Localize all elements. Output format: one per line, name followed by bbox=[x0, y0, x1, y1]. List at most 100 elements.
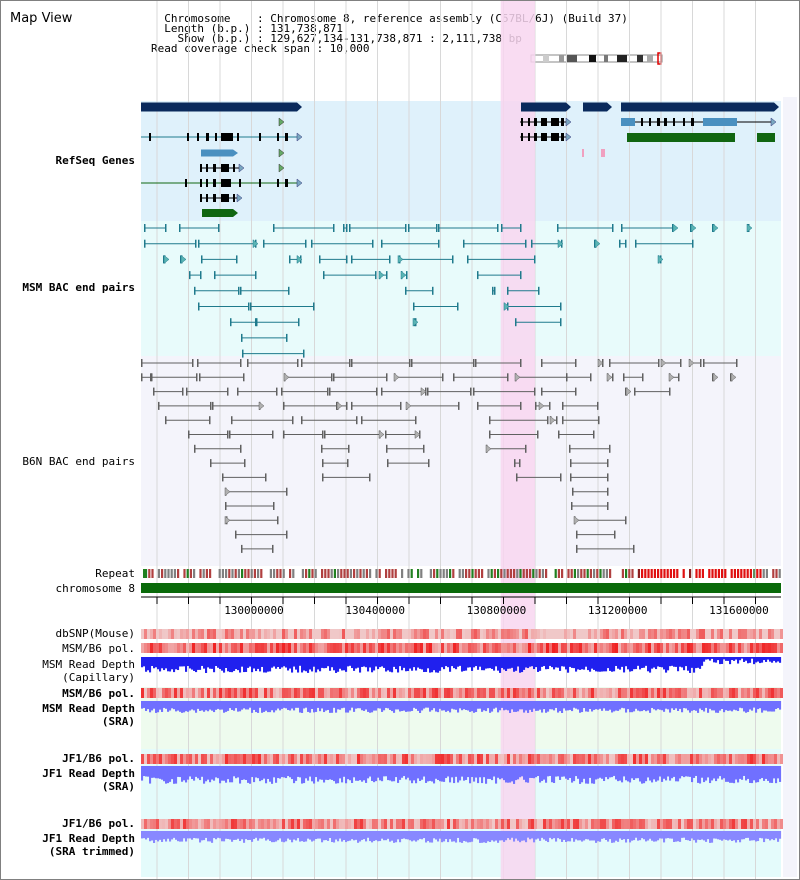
ruler-tick-label: 130000000 bbox=[224, 604, 284, 617]
read-depth-bar bbox=[627, 831, 630, 839]
polymorphism-cell bbox=[396, 629, 400, 639]
read-depth-bar bbox=[305, 657, 308, 672]
exon bbox=[534, 118, 537, 126]
polymorphism-cell bbox=[348, 688, 352, 698]
read-depth-bar bbox=[329, 657, 332, 671]
repeat-element bbox=[311, 569, 314, 578]
track-label-msm-bac: MSM BAC end pairs bbox=[22, 281, 135, 294]
polymorphism-cell bbox=[330, 754, 334, 764]
track-label-msm-depth-sra: MSM Read Depth (SRA) bbox=[42, 702, 135, 728]
chromosome-bar bbox=[141, 583, 781, 593]
polymorphism-cell bbox=[741, 819, 745, 829]
read-depth-bar bbox=[479, 831, 482, 843]
bac-end-arrow bbox=[657, 254, 664, 264]
ruler-tick-label: 131600000 bbox=[709, 604, 769, 617]
read-depth-bar bbox=[175, 766, 178, 784]
bac-end-arrow bbox=[224, 515, 231, 525]
read-depth-bar bbox=[515, 701, 518, 712]
read-depth-bar bbox=[541, 701, 544, 713]
repeat-element bbox=[589, 569, 592, 578]
read-depth-bar bbox=[293, 766, 296, 784]
read-depth-bar bbox=[591, 701, 594, 712]
read-depth-bar bbox=[733, 766, 736, 784]
track-label-repeat: Repeat bbox=[95, 567, 135, 580]
polymorphism-cell bbox=[273, 629, 277, 639]
read-depth-bar bbox=[159, 657, 162, 672]
polymorphism-cell bbox=[621, 688, 625, 698]
bac-end-arrow bbox=[224, 487, 231, 497]
read-depth-bar bbox=[149, 701, 152, 713]
read-depth-bar bbox=[319, 657, 322, 672]
read-depth-bar bbox=[265, 766, 268, 784]
polymorphism-cell bbox=[492, 754, 496, 764]
read-depth-bar bbox=[401, 657, 404, 671]
polymorphism-cell bbox=[222, 629, 226, 639]
polymorphism-cell bbox=[636, 754, 640, 764]
polymorphism-cell bbox=[561, 754, 565, 764]
polymorphism-cell bbox=[747, 819, 751, 829]
polymorphism-cell bbox=[462, 819, 466, 829]
polymorphism-cell bbox=[366, 629, 370, 639]
polymorphism-cell bbox=[174, 688, 178, 698]
read-depth-bar bbox=[225, 657, 228, 668]
repeat-element bbox=[740, 569, 743, 578]
msm-bac-track bbox=[144, 223, 753, 358]
read-depth-bar bbox=[245, 766, 248, 780]
exon bbox=[649, 118, 651, 126]
repeat-element bbox=[356, 569, 359, 578]
read-depth-bar bbox=[251, 657, 254, 673]
polymorphism-cell bbox=[657, 629, 661, 639]
bac-end-arrow bbox=[672, 223, 679, 233]
read-depth-bar bbox=[281, 657, 284, 668]
polymorphism-cell bbox=[591, 754, 595, 764]
polymorphism-cell bbox=[165, 754, 169, 764]
bac-end-right bbox=[244, 459, 246, 468]
repeat-element bbox=[666, 569, 669, 578]
polymorphism-cell bbox=[600, 819, 604, 829]
read-depth-bar bbox=[633, 701, 636, 712]
read-depth-bar bbox=[605, 701, 608, 711]
polymorphism-cell bbox=[537, 754, 541, 764]
polymorphism-cell bbox=[729, 754, 733, 764]
polymorphism-cell bbox=[183, 754, 187, 764]
read-depth-bar bbox=[459, 657, 462, 666]
bac-end-arrow bbox=[378, 429, 385, 440]
read-depth-bar bbox=[663, 766, 666, 779]
read-depth-bar bbox=[361, 831, 364, 840]
polymorphism-cell bbox=[696, 754, 700, 764]
polymorphism-cell bbox=[255, 819, 259, 829]
read-depth-bar bbox=[771, 766, 774, 783]
read-depth-bar bbox=[573, 831, 576, 842]
read-depth-bar bbox=[241, 701, 244, 710]
polymorphism-cell bbox=[765, 643, 769, 653]
polymorphism-cell bbox=[303, 629, 307, 639]
polymorphism-cell bbox=[747, 754, 751, 764]
read-depth-bar bbox=[375, 766, 378, 782]
polymorphism-cell bbox=[207, 819, 211, 829]
polymorphism-cell bbox=[402, 754, 406, 764]
polymorphism-cell bbox=[681, 643, 685, 653]
polymorphism-cell bbox=[756, 754, 760, 764]
read-depth-bar bbox=[369, 657, 372, 668]
bac-end-right bbox=[297, 359, 299, 367]
gene-feature bbox=[757, 133, 775, 142]
polymorphism-cell bbox=[282, 643, 286, 653]
read-depth-bar bbox=[267, 701, 270, 713]
read-depth-bar bbox=[525, 831, 528, 843]
read-depth-bar bbox=[705, 657, 708, 660]
read-depth-bar bbox=[477, 766, 480, 784]
polymorphism-cell bbox=[522, 643, 526, 653]
polymorphism-cell bbox=[195, 688, 199, 698]
read-depth-bar bbox=[429, 657, 432, 673]
read-depth-bar bbox=[291, 657, 294, 673]
read-depth-bar bbox=[731, 766, 734, 783]
polymorphism-cell bbox=[249, 629, 253, 639]
read-depth-bar bbox=[337, 657, 340, 672]
bac-end-right bbox=[497, 224, 499, 232]
read-depth-bar bbox=[209, 701, 212, 710]
chromosome-ideogram[interactable] bbox=[529, 52, 669, 66]
polymorphism-cell bbox=[387, 643, 391, 653]
read-depth-bar bbox=[489, 701, 492, 713]
polymorphism-cell bbox=[405, 629, 409, 639]
